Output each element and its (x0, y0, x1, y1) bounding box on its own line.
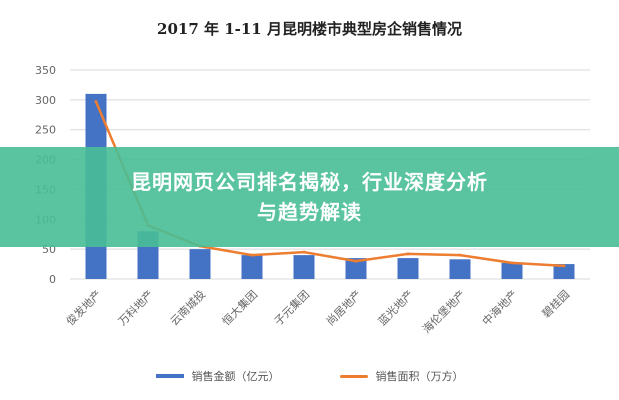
legend-item-sales-area: 销售面积（万方） (339, 368, 464, 384)
line-point-3 (250, 253, 254, 257)
line-point-6 (406, 252, 410, 256)
headline-banner: 昆明网页公司排名揭秘，行业深度分析 与趋势解读 (0, 147, 619, 247)
line-point-4 (302, 250, 306, 254)
x-tick-label: 恒大集团 (219, 287, 260, 328)
x-tick-label: 尚居地产 (323, 287, 364, 328)
line-point-5 (354, 259, 358, 263)
banner-line-1: 昆明网页公司排名揭秘，行业深度分析 (131, 170, 488, 194)
legend-item-sales-amount: 销售金额（亿元） (155, 368, 280, 384)
bar-6 (397, 258, 419, 279)
chart-title: 2017 年 1-11 月昆明楼市典型房企销售情况 (157, 20, 462, 38)
line-point-7 (458, 253, 462, 257)
line-point-8 (510, 261, 514, 265)
x-tick-label: 碧桂园 (539, 287, 572, 320)
bar-9 (553, 264, 575, 279)
bar-8 (501, 262, 523, 279)
x-tick-label: 海伦堡地产 (419, 287, 468, 336)
y-tick-label: 250 (35, 124, 56, 137)
x-tick-label: 子元集团 (271, 287, 312, 328)
banner-line-2: 与趋势解读 (257, 200, 362, 224)
legend-label-sales-amount: 销售金额（亿元） (191, 370, 280, 383)
x-tick-label: 云南城投 (167, 287, 208, 328)
x-tick-label: 中海地产 (479, 287, 520, 328)
line-point-9 (562, 264, 566, 268)
bar-2 (189, 249, 211, 279)
bar-3 (241, 255, 263, 279)
bar-4 (293, 255, 315, 279)
legend-swatch-bar (155, 374, 184, 378)
chart-legend: 销售金额（亿元） 销售面积（万方） (0, 366, 619, 386)
bar-5 (345, 258, 367, 279)
y-tick-label: 300 (35, 94, 56, 107)
x-tick-label: 蓝光地产 (375, 287, 416, 328)
line-point-0 (94, 100, 98, 104)
y-tick-label: 350 (35, 64, 56, 77)
x-tick-label: 万科地产 (115, 287, 156, 328)
bar-7 (449, 259, 471, 279)
y-tick-label: 0 (49, 273, 56, 286)
legend-swatch-line (339, 374, 368, 378)
legend-label-sales-area: 销售面积（万方） (375, 370, 464, 383)
x-tick-label: 俊发地产 (63, 287, 104, 328)
